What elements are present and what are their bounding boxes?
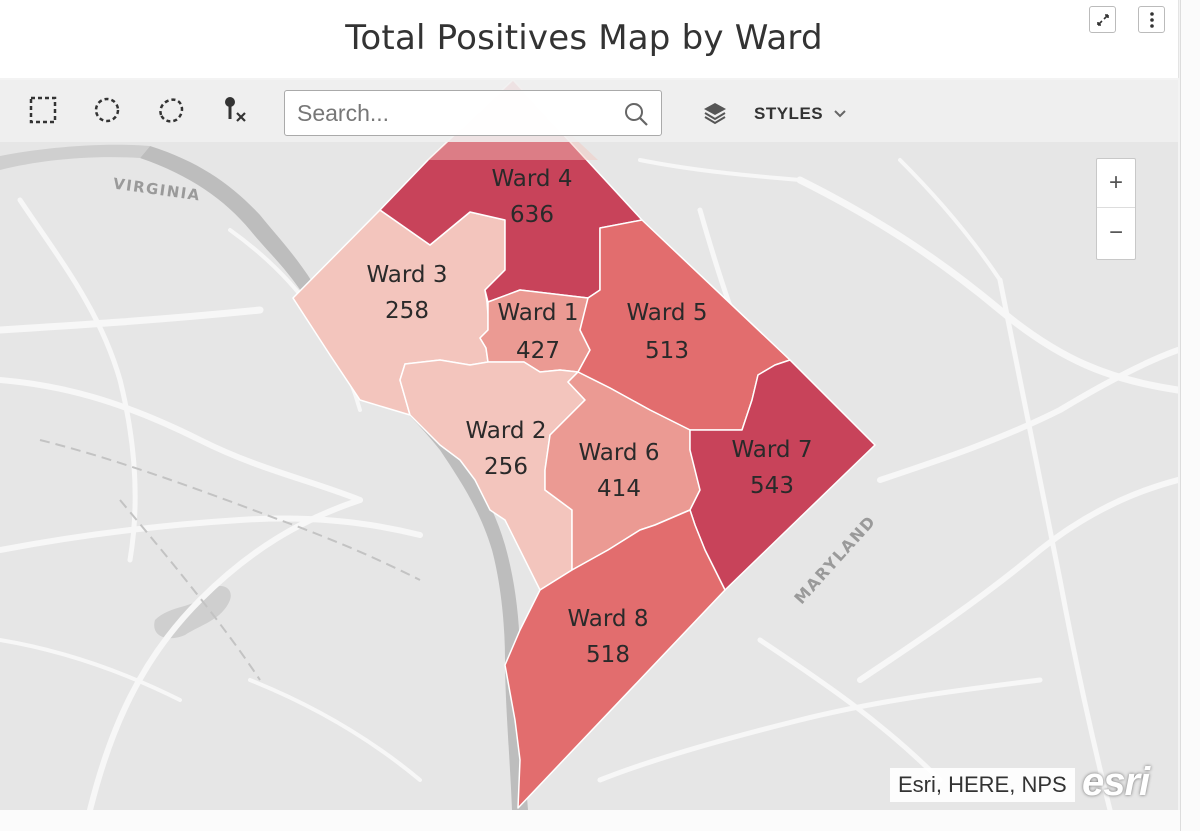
pin-clear-icon bbox=[225, 97, 246, 122]
bottom-margin bbox=[0, 810, 1180, 831]
zoom-in-button[interactable]: + bbox=[1097, 159, 1135, 208]
clear-selection-button[interactable] bbox=[220, 95, 250, 125]
vertical-ellipsis-icon bbox=[1149, 11, 1154, 28]
layers-icon[interactable] bbox=[702, 100, 728, 126]
circle-select-button[interactable] bbox=[92, 95, 122, 125]
ward-8-value: 518 bbox=[586, 642, 630, 668]
lasso-select-button[interactable] bbox=[156, 95, 186, 125]
ward-7-label: Ward 7 bbox=[732, 437, 813, 463]
expand-button[interactable] bbox=[1089, 6, 1116, 33]
map-toolbar: STYLES bbox=[0, 80, 1178, 142]
ward-8-polygon[interactable] bbox=[504, 509, 726, 809]
ward-4-label: Ward 4 bbox=[492, 166, 573, 192]
styles-dropdown[interactable]: STYLES bbox=[754, 104, 847, 124]
ward-4-value: 636 bbox=[510, 202, 554, 228]
zoom-control: + − bbox=[1096, 158, 1136, 260]
esri-logo[interactable]: esri bbox=[1082, 760, 1150, 804]
ward-7-value: 543 bbox=[750, 473, 794, 499]
ward-6-label: Ward 6 bbox=[579, 440, 660, 466]
ward-2-label: Ward 2 bbox=[466, 418, 547, 444]
river-branch bbox=[0, 144, 150, 170]
ward-polygons[interactable] bbox=[292, 80, 876, 809]
magnifier-icon[interactable] bbox=[623, 101, 649, 127]
map-attribution: Esri, HERE, NPS bbox=[890, 768, 1075, 802]
page-title: Total Positives Map by Ward bbox=[345, 18, 823, 58]
chevron-down-icon bbox=[834, 110, 846, 118]
map-view[interactable]: VIRGINIA MARYLAND Ward 4 636 Ward 3 258 … bbox=[0, 80, 1178, 810]
ward-3-value: 258 bbox=[385, 298, 429, 324]
ward-1-value: 427 bbox=[516, 338, 560, 364]
ward-3-label: Ward 3 bbox=[367, 262, 448, 288]
zoom-out-button[interactable]: − bbox=[1108, 219, 1123, 246]
ward-2-value: 256 bbox=[484, 454, 528, 480]
right-scroll-area bbox=[1180, 0, 1200, 831]
menu-button[interactable] bbox=[1138, 6, 1165, 33]
ward-5-label: Ward 5 bbox=[627, 300, 708, 326]
dashed-circle-icon bbox=[94, 97, 120, 123]
ward-5-value: 513 bbox=[645, 338, 689, 364]
ward-labels: Ward 4 636 Ward 3 258 Ward 1 427 Ward 5 … bbox=[367, 166, 813, 668]
ward-6-value: 414 bbox=[597, 476, 641, 502]
styles-label: STYLES bbox=[754, 104, 824, 123]
ward-1-label: Ward 1 bbox=[498, 300, 579, 326]
expand-arrows-icon bbox=[1096, 13, 1109, 26]
ward-8-label: Ward 8 bbox=[568, 606, 649, 632]
rectangle-select-button[interactable] bbox=[28, 95, 58, 125]
dashed-lasso-icon bbox=[159, 98, 184, 123]
dashed-rectangle-icon bbox=[29, 96, 57, 124]
maryland-label: MARYLAND bbox=[790, 511, 879, 607]
search-input[interactable] bbox=[297, 97, 617, 129]
card-header: Total Positives Map by Ward bbox=[0, 0, 1179, 78]
map-canvas[interactable]: VIRGINIA MARYLAND Ward 4 636 Ward 3 258 … bbox=[0, 80, 1178, 810]
road-network bbox=[0, 158, 1178, 810]
search-box[interactable] bbox=[284, 90, 662, 136]
state-boundaries bbox=[39, 439, 421, 681]
